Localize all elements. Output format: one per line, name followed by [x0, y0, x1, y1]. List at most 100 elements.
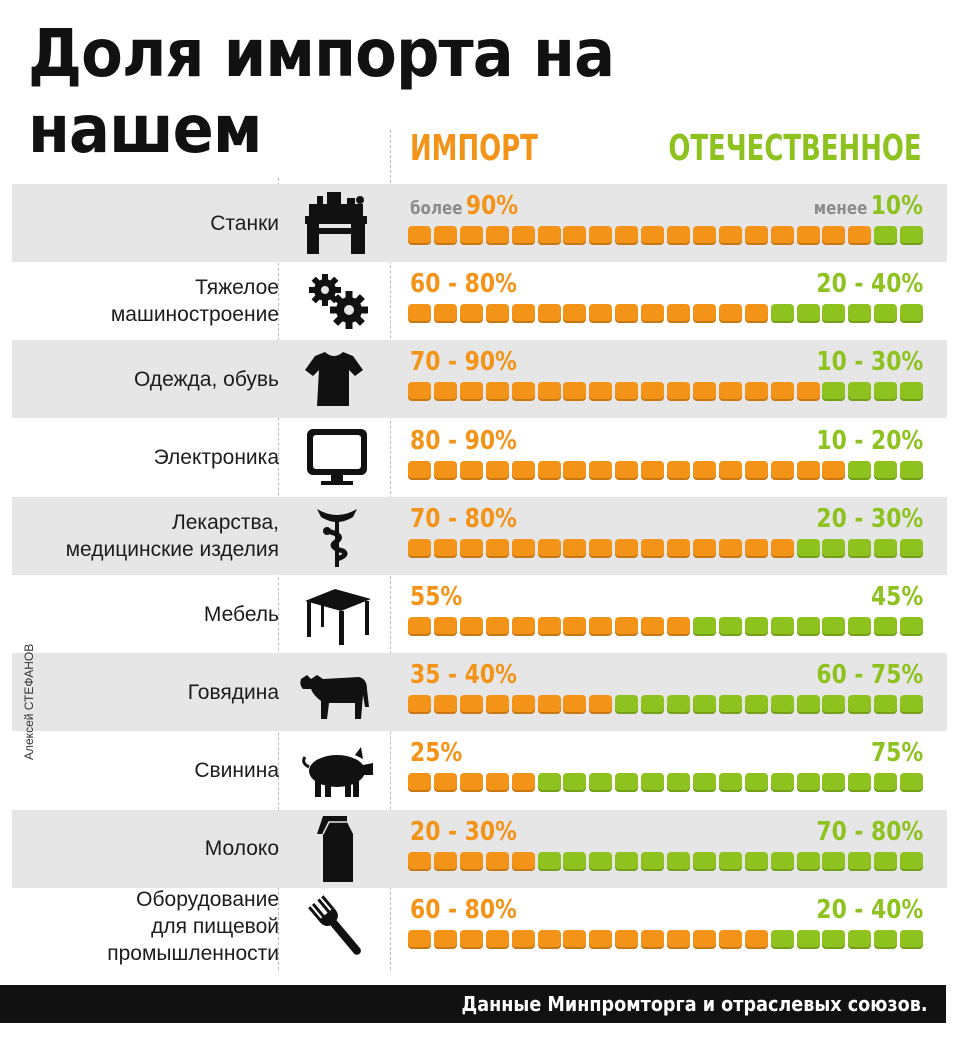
domestic-square — [563, 773, 587, 793]
import-square — [408, 538, 431, 558]
domestic-value-label: 20 - 40% — [816, 892, 923, 928]
import-square — [537, 226, 561, 245]
import-square — [459, 538, 483, 558]
import-square — [459, 851, 483, 871]
import-square — [511, 304, 535, 324]
import-square — [692, 460, 716, 480]
import-value: 60 - 80% — [410, 894, 517, 925]
import-square — [511, 773, 535, 793]
import-square — [770, 382, 794, 402]
import-square — [641, 304, 665, 324]
domestic-value-label: 75% — [871, 735, 923, 771]
domestic-square — [641, 773, 665, 793]
import-square — [408, 382, 431, 402]
machine-tool-icon — [297, 188, 377, 258]
domestic-square — [900, 304, 924, 324]
gears-icon — [297, 266, 377, 336]
import-square — [433, 617, 457, 636]
import-square — [770, 460, 794, 480]
import-square — [744, 929, 768, 949]
import-square — [589, 695, 613, 715]
import-square — [718, 304, 742, 324]
domestic-square — [848, 617, 872, 636]
import-square — [511, 929, 535, 949]
domestic-square — [822, 851, 846, 871]
category-label: Одежда, обувь — [133, 367, 279, 391]
domestic-square — [692, 695, 716, 715]
import-square — [433, 538, 457, 558]
domestic-square — [822, 538, 846, 558]
import-square — [718, 382, 742, 402]
import-square — [537, 617, 561, 636]
import-square — [433, 929, 457, 949]
import-square — [485, 851, 509, 871]
domestic-square — [900, 460, 924, 480]
domestic-square — [641, 695, 665, 715]
domestic-value: 70 - 80% — [816, 816, 923, 847]
domestic-square — [718, 617, 742, 636]
import-value-label: 70 - 80% — [410, 501, 517, 537]
import-square — [615, 226, 639, 245]
import-square — [433, 695, 457, 715]
import-square — [744, 538, 768, 558]
chart-row: Тяжелое машиностроение 60 - 80% 20 - 40% — [12, 262, 947, 340]
category-label: Молоко — [204, 837, 279, 861]
domestic-square — [718, 851, 742, 871]
import-value: 35 - 40% — [410, 660, 517, 691]
domestic-square — [563, 851, 587, 871]
domestic-square — [874, 382, 898, 402]
domestic-square — [900, 695, 924, 715]
import-square — [641, 538, 665, 558]
category-label: Мебель — [203, 602, 279, 626]
domestic-value: 10 - 20% — [816, 425, 923, 456]
import-square — [822, 226, 846, 245]
import-value-label: 70 - 90% — [410, 344, 517, 380]
category-label: Говядина — [187, 680, 279, 704]
domestic-square — [848, 929, 872, 949]
domestic-square — [744, 851, 768, 871]
import-value: 70 - 90% — [410, 347, 517, 378]
import-square — [589, 460, 613, 480]
import-value: 20 - 30% — [410, 816, 517, 847]
category-label: Лекарства, медицинские изделия — [65, 510, 279, 561]
import-square — [667, 226, 690, 245]
domestic-square — [900, 617, 924, 636]
import-square — [408, 617, 431, 636]
domestic-value: 20 - 30% — [816, 503, 923, 534]
import-value-label: 55% — [410, 579, 462, 615]
chart-row: Молоко 20 - 30% 70 - 80% — [12, 809, 947, 888]
import-square — [537, 460, 561, 480]
import-square — [615, 538, 639, 558]
import-square — [537, 382, 561, 402]
domestic-value: 20 - 40% — [816, 894, 923, 925]
import-square — [485, 538, 509, 558]
domestic-square — [744, 695, 768, 715]
table-icon — [297, 579, 377, 649]
import-square — [408, 695, 431, 715]
share-bar — [408, 538, 928, 559]
domestic-square — [796, 851, 820, 871]
domestic-square — [692, 851, 716, 871]
share-bar — [408, 226, 928, 246]
domestic-square — [589, 851, 613, 871]
domestic-square — [822, 695, 846, 715]
domestic-value-label: 60 - 75% — [816, 657, 923, 693]
import-square — [485, 460, 509, 480]
import-square — [744, 226, 768, 245]
import-square — [667, 382, 690, 402]
import-square — [563, 929, 587, 949]
import-value-label: 60 - 80% — [410, 266, 517, 302]
import-square — [511, 460, 535, 480]
import-square — [615, 617, 639, 636]
share-bar — [408, 617, 928, 637]
import-square — [511, 382, 535, 402]
import-square — [408, 851, 431, 871]
import-square — [459, 929, 483, 949]
domestic-square — [718, 695, 742, 715]
import-square — [511, 538, 535, 558]
domestic-square — [900, 773, 924, 793]
import-square — [796, 382, 820, 402]
domestic-square — [900, 929, 924, 949]
domestic-value-label: 20 - 30% — [816, 501, 923, 537]
import-square — [537, 695, 561, 715]
